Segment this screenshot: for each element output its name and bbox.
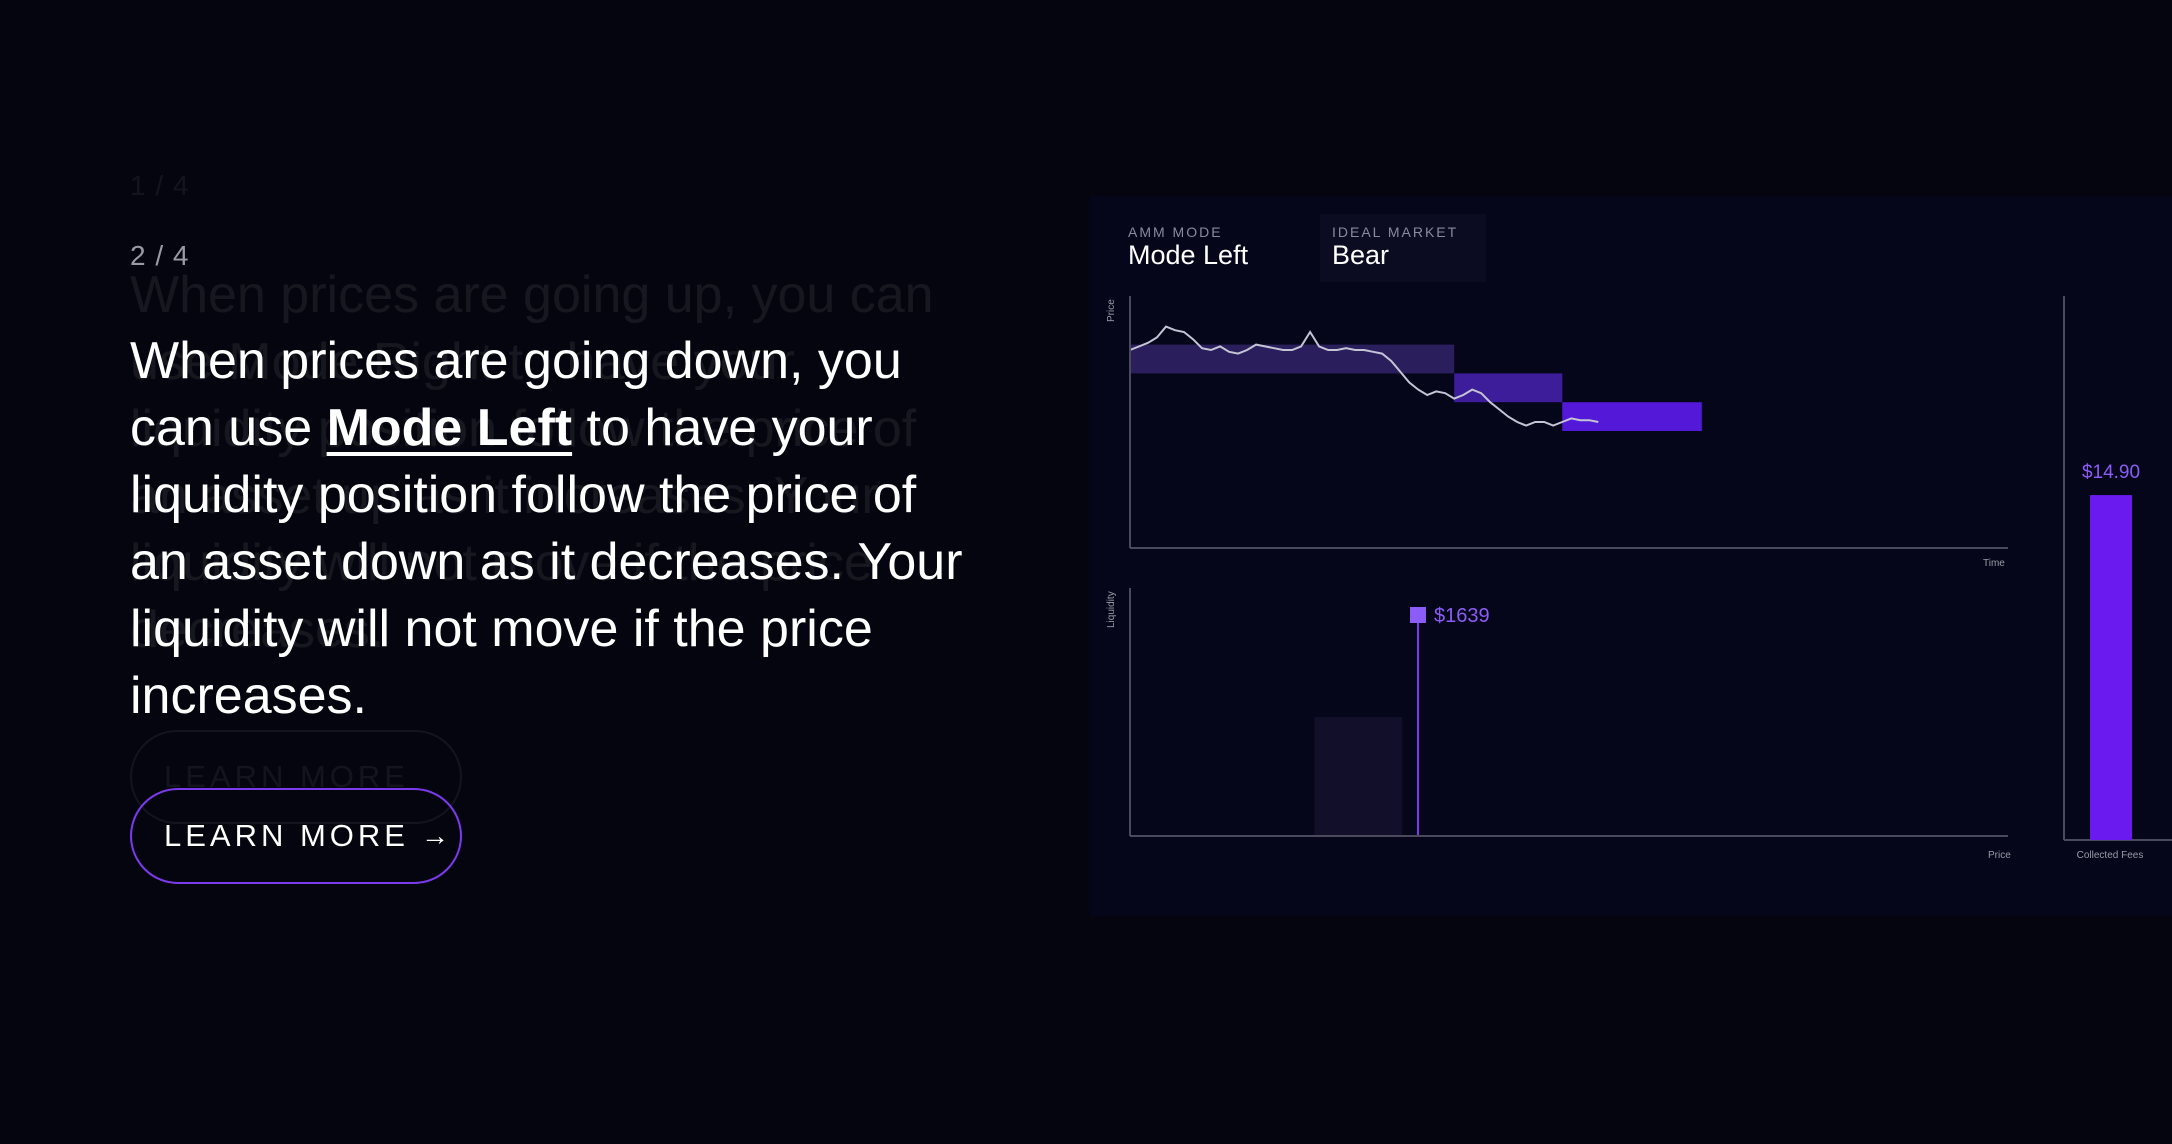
collected-fees-axis-label: Collected Fees — [2077, 850, 2144, 861]
description-text-start: When prices are going down, you can use — [130, 332, 902, 457]
price-line — [1129, 325, 1599, 427]
collected-fees-bar — [2090, 495, 2132, 840]
price-axis-label-bottom: Price — [1988, 850, 2011, 861]
learn-more-label: LEARN MORE — [164, 818, 409, 853]
arrow-right-icon: → — [420, 820, 449, 851]
collected-fees-chart: $14.90 Collected Fees — [2063, 296, 2172, 861]
step-indicator: 2 / 4 — [130, 240, 190, 271]
liquidity-chart: $1639 Liquidity Price — [1106, 588, 2011, 861]
ideal-market-highlight — [1320, 214, 1486, 282]
liquidity-range-mid — [1454, 373, 1563, 403]
ideal-market-label: IDEAL MARKET — [1332, 224, 1459, 240]
current-price-marker — [1409, 607, 1426, 623]
collected-fees-value: $14.90 — [2082, 462, 2140, 483]
time-axis-label: Time — [1983, 558, 2005, 569]
price-axis-label: Price — [1106, 299, 1117, 322]
ideal-market-value: Bear — [1332, 240, 1390, 270]
amm-mode-label: AMM MODE — [1128, 224, 1223, 240]
description-text-end: to have your liquidity position follow t… — [130, 399, 963, 725]
liquidity-range-active — [1562, 402, 1702, 431]
amm-mode-value: Mode Left — [1128, 240, 1249, 270]
liquidity-bar — [1314, 716, 1403, 836]
mode-left-link[interactable]: Mode Left — [326, 399, 573, 457]
price-time-chart: Price Time — [1106, 296, 2008, 569]
liquidity-axis-label: Liquidity — [1106, 591, 1117, 628]
previous-step-indicator: 1 / 4 — [130, 170, 190, 201]
liquidity-range-faded — [1130, 344, 1455, 374]
current-price-label: $1639 — [1434, 605, 1490, 627]
learn-more-button[interactable]: LEARN MORE → — [130, 788, 462, 884]
amm-visual-panel — [1090, 196, 2172, 916]
previous-slide-description: When prices are going up, you can use Mo… — [130, 266, 934, 659]
slide-description: When prices are going down, you can use … — [130, 328, 970, 730]
